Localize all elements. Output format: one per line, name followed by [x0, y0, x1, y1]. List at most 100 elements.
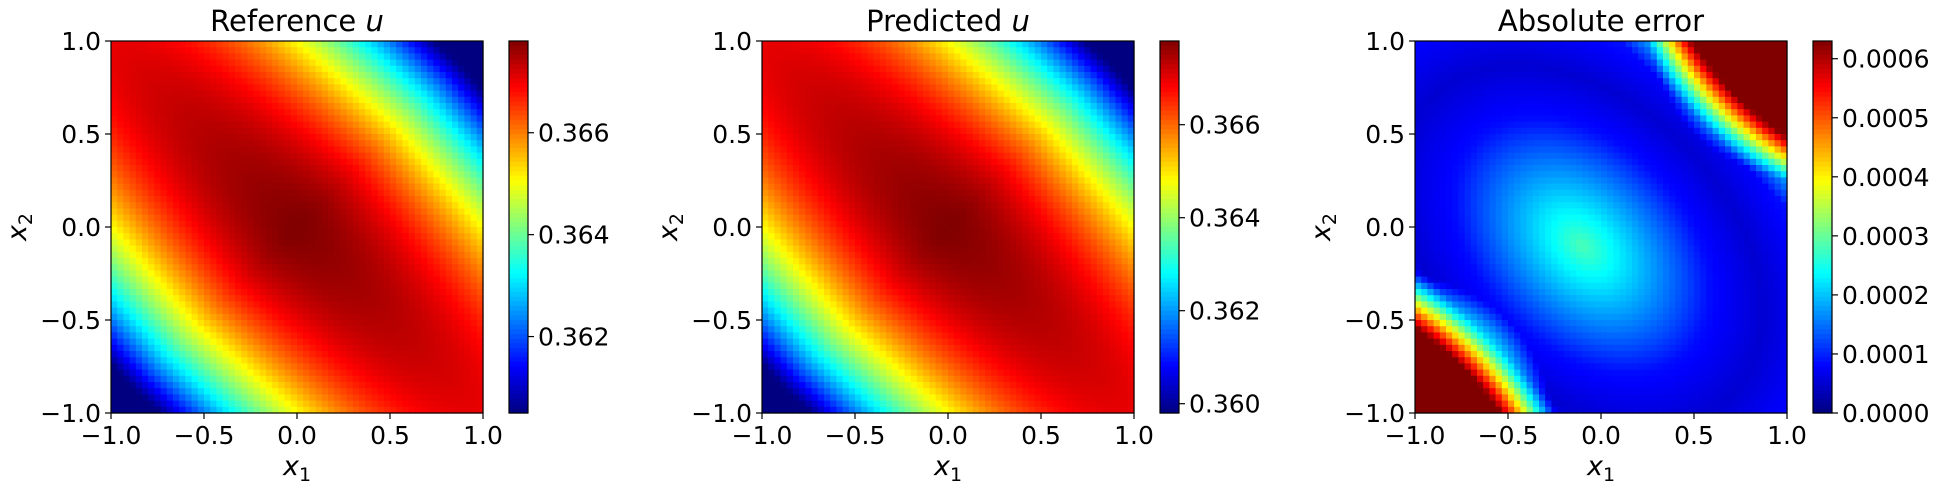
heatmap-cell: [390, 127, 397, 135]
colorbar-step: [509, 152, 528, 158]
heatmap-cell: [402, 127, 410, 135]
heatmap-cell: [266, 109, 273, 116]
heatmap-cell: [185, 344, 193, 352]
heatmap-cell: [340, 363, 348, 371]
heatmap-cell: [290, 276, 298, 284]
heatmap-cell: [259, 351, 267, 358]
heatmap-cell: [253, 382, 261, 389]
heatmap-cell: [135, 375, 143, 383]
heatmap-cell: [836, 121, 844, 129]
heatmap-cell: [464, 140, 472, 147]
heatmap-cell: [253, 171, 261, 178]
heatmap-cell: [811, 109, 819, 116]
heatmap-cell: [421, 276, 428, 284]
heatmap-cell: [879, 406, 887, 414]
heatmap-cell: [377, 183, 385, 191]
heatmap-cell: [259, 251, 267, 259]
heatmap-cell: [396, 320, 403, 327]
heatmap-cell: [204, 375, 211, 383]
heatmap-cell: [414, 214, 422, 222]
heatmap-cell: [272, 196, 279, 203]
heatmap-cell: [414, 183, 422, 191]
heatmap-cell: [817, 233, 825, 240]
heatmap-cell: [135, 227, 143, 234]
heatmap-cell: [408, 165, 416, 172]
heatmap-cell: [427, 103, 434, 110]
heatmap-cell: [191, 406, 199, 414]
heatmap-cell: [433, 320, 441, 327]
heatmap-cell: [396, 313, 403, 321]
heatmap-cell: [123, 382, 131, 389]
heatmap-cell: [439, 251, 447, 259]
heatmap-cell: [774, 53, 782, 61]
heatmap-cell: [179, 313, 186, 321]
heatmap-cell: [421, 165, 428, 172]
heatmap-cell: [340, 177, 348, 185]
heatmap-cell: [117, 214, 124, 222]
heatmap-cell: [402, 65, 410, 73]
heatmap-cell: [867, 109, 875, 116]
heatmap-cell: [879, 357, 887, 364]
heatmap-cell: [179, 344, 186, 352]
heatmap-cell: [879, 41, 887, 48]
heatmap-cell: [204, 270, 211, 278]
heatmap-cell: [235, 84, 242, 92]
heatmap-cell: [185, 140, 193, 147]
heatmap-cell: [886, 189, 893, 197]
heatmap-cell: [396, 208, 403, 216]
heatmap-cell: [805, 406, 813, 414]
heatmap-cell: [396, 53, 403, 61]
heatmap-cell: [334, 146, 341, 154]
heatmap-cell: [148, 258, 155, 265]
heatmap-cell: [383, 96, 391, 104]
heatmap-cell: [780, 127, 788, 135]
colorbar-step: [509, 394, 528, 400]
heatmap-cell: [879, 202, 887, 209]
heatmap-cell: [390, 189, 397, 197]
heatmap-cell: [352, 90, 360, 98]
heatmap-cell: [253, 406, 261, 414]
heatmap-cell: [154, 369, 162, 377]
heatmap-cell: [160, 72, 168, 79]
heatmap-cell: [861, 183, 868, 191]
heatmap-cell: [377, 313, 385, 321]
heatmap-cell: [210, 177, 217, 185]
heatmap-cell: [377, 158, 385, 166]
heatmap-cell: [408, 289, 416, 296]
heatmap-cell: [805, 84, 813, 92]
heatmap-cell: [129, 326, 137, 333]
heatmap-cell: [377, 382, 385, 389]
heatmap-cell: [371, 109, 379, 116]
heatmap-cell: [464, 301, 472, 309]
heatmap-cell: [222, 375, 230, 383]
heatmap-cell: [371, 375, 379, 383]
heatmap-cell: [842, 239, 850, 247]
heatmap-cell: [452, 351, 459, 358]
heatmap-cell: [848, 65, 856, 73]
heatmap-cell: [173, 152, 180, 160]
heatmap-cell: [309, 406, 317, 414]
heatmap-cell: [142, 282, 149, 290]
heatmap-cell: [235, 165, 242, 172]
heatmap-cell: [290, 295, 298, 302]
heatmap-cell: [396, 96, 403, 104]
heatmap-cell: [793, 307, 800, 315]
heatmap-cell: [142, 59, 149, 67]
heatmap-cell: [117, 258, 124, 265]
heatmap-cell: [836, 140, 844, 147]
heatmap-cell: [768, 65, 775, 73]
heatmap-cell: [830, 103, 837, 110]
heatmap-cell: [253, 196, 261, 203]
heatmap-cell: [290, 183, 298, 191]
heatmap-cell: [774, 320, 782, 327]
heatmap-cell: [111, 357, 118, 364]
heatmap-cell: [861, 289, 868, 296]
heatmap-cell: [290, 47, 298, 54]
heatmap-cell: [290, 103, 298, 110]
heatmap-cell: [315, 47, 323, 54]
heatmap-cell: [142, 65, 149, 73]
heatmap-cell: [359, 158, 366, 166]
heatmap-cell: [365, 202, 372, 209]
heatmap-cell: [793, 357, 800, 364]
heatmap-cell: [228, 295, 236, 302]
